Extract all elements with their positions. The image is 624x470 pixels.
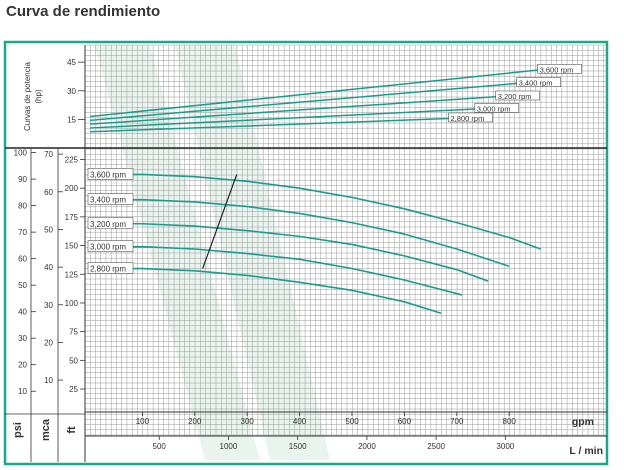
chart-title: Curva de rendimiento bbox=[6, 3, 161, 20]
mca-tick-label: 10 bbox=[44, 376, 53, 385]
head-curve-label: 3,400 rpm bbox=[90, 196, 126, 205]
gpm-tick-label: 200 bbox=[188, 417, 202, 426]
best-efficiency-line bbox=[202, 174, 238, 269]
gpm-tick-label: 700 bbox=[450, 417, 464, 426]
head-curve-label-box bbox=[87, 262, 134, 274]
power-tick-label: 30 bbox=[67, 87, 76, 96]
ft-tick-label: 175 bbox=[65, 213, 79, 222]
lmin-tick-label: 1500 bbox=[289, 442, 307, 451]
mca-tick-label: 70 bbox=[44, 150, 53, 159]
psi-tick-label: 80 bbox=[18, 202, 27, 211]
ft-tick-label: 100 bbox=[65, 299, 79, 308]
head-curve-label: 3,600 rpm bbox=[90, 170, 126, 179]
mca-unit-label: mca bbox=[40, 418, 52, 441]
psi-tick-label: 60 bbox=[18, 255, 27, 264]
gpm-axis-label: gpm bbox=[572, 416, 594, 428]
power-curve-label: 3,200 rpm bbox=[498, 92, 532, 101]
ft-tick-label: 75 bbox=[69, 328, 78, 337]
power-y-label-line1: Curvas de potencia bbox=[23, 61, 32, 130]
head-curve-label-box bbox=[87, 168, 134, 180]
gpm-tick-label: 800 bbox=[503, 417, 517, 426]
power-y-label-line2: (hp) bbox=[34, 89, 43, 104]
gpm-tick-label: 600 bbox=[398, 417, 412, 426]
power-tick-label: 15 bbox=[67, 115, 76, 124]
head-curve-3600 bbox=[90, 173, 541, 250]
lmin-tick-label: 1000 bbox=[220, 442, 238, 451]
ft-tick-label: 200 bbox=[65, 184, 79, 193]
power-curve-label-box bbox=[516, 77, 561, 87]
ft-tick-label: 50 bbox=[69, 356, 78, 365]
mca-tick-label: 60 bbox=[44, 188, 53, 197]
ft-tick-label: 225 bbox=[65, 155, 79, 164]
psi-tick-label: 70 bbox=[18, 228, 27, 237]
psi-tick-label: 20 bbox=[18, 361, 27, 370]
psi-tick-label: 50 bbox=[18, 281, 27, 290]
head-curve-label-box bbox=[87, 240, 134, 253]
lmin-tick-label: 3000 bbox=[496, 442, 514, 451]
power-curve-2800 bbox=[89, 117, 452, 133]
lmin-tick-label: 2500 bbox=[427, 442, 445, 451]
head-curve-label: 3,200 rpm bbox=[90, 220, 126, 229]
psi-tick-label: 10 bbox=[18, 387, 27, 396]
lmin-tick-label: 500 bbox=[153, 442, 167, 451]
lmin-tick-label: 2000 bbox=[358, 442, 376, 451]
psi-unit-label: psi bbox=[12, 422, 24, 438]
mca-tick-label: 30 bbox=[44, 301, 53, 310]
power-curve-label-box bbox=[537, 63, 582, 74]
power-curve-3200 bbox=[89, 95, 499, 125]
lmin-axis-label: L / min bbox=[569, 445, 603, 457]
gpm-tick-label: 300 bbox=[241, 417, 255, 426]
mca-tick-label: 20 bbox=[44, 338, 53, 347]
ft-unit-label: ft bbox=[66, 426, 78, 434]
power-y-label: Curvas de potencia (hp) bbox=[23, 61, 43, 130]
gpm-tick-label: 400 bbox=[293, 417, 307, 426]
power-curve-label: 2,800 rpm bbox=[451, 114, 485, 123]
power-curve-label-box bbox=[448, 112, 493, 123]
power-curve-3400 bbox=[89, 82, 520, 122]
power-tick-label: 45 bbox=[67, 58, 76, 67]
psi-tick-label: 90 bbox=[18, 175, 27, 184]
power-curve-3000 bbox=[89, 108, 478, 129]
head-curve-3200 bbox=[90, 222, 489, 282]
power-curve-label-box bbox=[474, 103, 520, 113]
head-curve-3400 bbox=[90, 198, 510, 267]
head-curve-3000 bbox=[90, 245, 463, 296]
ft-tick-label: 125 bbox=[65, 270, 79, 279]
power-curve-label: 3,000 rpm bbox=[477, 104, 511, 113]
head-curve-label: 3,000 rpm bbox=[90, 243, 126, 252]
mca-tick-label: 50 bbox=[44, 225, 53, 234]
head-curve-label-box bbox=[87, 217, 134, 230]
mca-tick-label: 40 bbox=[44, 263, 53, 272]
psi-tick-label: 100 bbox=[14, 149, 28, 158]
power-curve-label: 3,400 rpm bbox=[519, 79, 553, 88]
gpm-tick-label: 500 bbox=[345, 417, 359, 426]
psi-tick-label: 30 bbox=[18, 334, 27, 343]
head-curve-2800 bbox=[90, 267, 442, 315]
head-curve-label: 2,800 rpm bbox=[90, 265, 126, 274]
power-curve-label: 3,600 rpm bbox=[540, 65, 574, 74]
ft-tick-label: 150 bbox=[65, 242, 79, 251]
head-curve-label-box bbox=[87, 193, 134, 205]
ft-tick-label: 25 bbox=[69, 385, 78, 394]
psi-tick-label: 40 bbox=[18, 308, 27, 317]
gpm-tick-label: 100 bbox=[136, 417, 150, 426]
power-curve-3600 bbox=[89, 69, 541, 118]
power-curve-label-box bbox=[495, 90, 541, 101]
